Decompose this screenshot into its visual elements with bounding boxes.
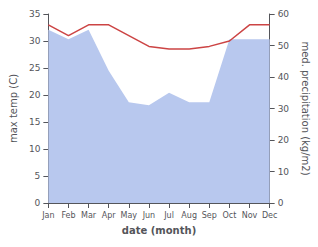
svg-text:20: 20 <box>29 90 41 100</box>
svg-text:Jan: Jan <box>41 211 54 220</box>
svg-text:5: 5 <box>35 171 41 181</box>
svg-text:Jun: Jun <box>142 211 156 220</box>
svg-text:10: 10 <box>278 167 290 177</box>
svg-text:30: 30 <box>29 36 41 46</box>
svg-text:Apr: Apr <box>102 211 117 220</box>
svg-text:date (month): date (month) <box>122 225 196 236</box>
svg-text:Nov: Nov <box>242 211 258 220</box>
svg-text:May: May <box>121 211 138 220</box>
svg-text:20: 20 <box>278 135 290 145</box>
svg-text:Feb: Feb <box>61 211 75 220</box>
svg-text:30: 30 <box>278 104 290 114</box>
svg-text:Oct: Oct <box>222 211 236 220</box>
svg-text:med. precipitation (kg/m2): med. precipitation (kg/m2) <box>300 41 311 175</box>
svg-text:60: 60 <box>278 9 290 19</box>
svg-text:Mar: Mar <box>81 211 97 220</box>
svg-text:Jul: Jul <box>163 211 174 220</box>
svg-text:0: 0 <box>35 198 41 208</box>
svg-text:40: 40 <box>278 72 290 82</box>
svg-text:Dec: Dec <box>262 211 277 220</box>
svg-text:max temp (C): max temp (C) <box>8 74 19 143</box>
svg-text:Sep: Sep <box>202 211 217 220</box>
svg-text:15: 15 <box>29 117 40 127</box>
svg-text:0: 0 <box>278 198 284 208</box>
svg-text:35: 35 <box>29 9 40 19</box>
svg-text:25: 25 <box>29 63 40 73</box>
svg-text:50: 50 <box>278 41 290 51</box>
svg-text:10: 10 <box>29 144 41 154</box>
svg-text:Aug: Aug <box>181 211 197 220</box>
